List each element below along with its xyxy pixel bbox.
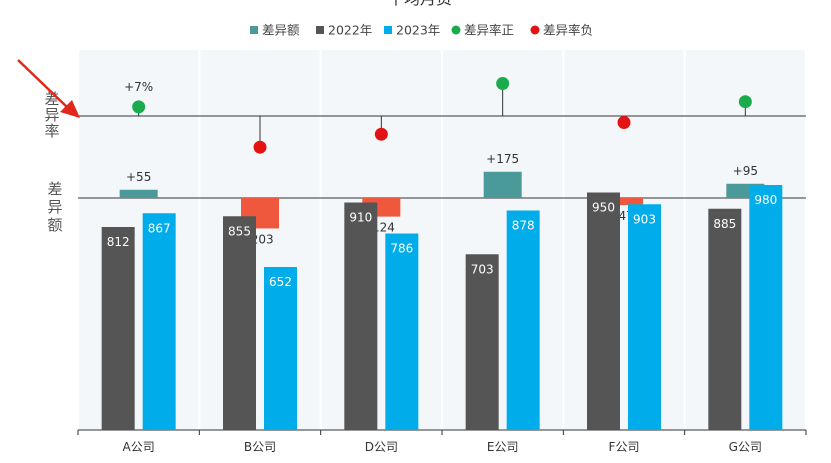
x-tick-label-cat-2: B公司 bbox=[244, 440, 276, 454]
legend: 差异额 2022年 2023年 差异率正 差异率负 bbox=[250, 23, 593, 38]
x-tick-label-cat-3: D公司 bbox=[365, 440, 398, 454]
difference-bar-cat-1 bbox=[119, 189, 158, 198]
yearly-bars-layer: 812 867 855 652 910 786 703 878 950 903 885 980 bbox=[101, 185, 783, 430]
rate-label-cat-1: +7% bbox=[124, 80, 153, 94]
arrow-shaft bbox=[17, 59, 69, 109]
bar-2022-cat-4 bbox=[465, 254, 499, 430]
amount-side-label-char-3: 额 bbox=[47, 216, 62, 234]
bar-2023-cat-5 bbox=[628, 204, 661, 430]
rate-dot-cat-2 bbox=[253, 140, 267, 154]
rate-side-label-char-1: 差 bbox=[44, 90, 59, 108]
bar-label-2023-cat-2: 652 bbox=[269, 275, 292, 289]
bar-label-2023-cat-6: 980 bbox=[754, 193, 777, 207]
legend-label-2: 2022年 bbox=[328, 23, 372, 38]
legend-label-4: 差异率正 bbox=[464, 23, 514, 38]
bar-label-2022-cat-5: 950 bbox=[592, 201, 615, 215]
bar-2022-cat-5 bbox=[587, 192, 620, 430]
x-tick-label-cat-4: E公司 bbox=[487, 440, 519, 454]
bar-2023-cat-6 bbox=[749, 185, 783, 430]
legend-swatch-2 bbox=[316, 26, 324, 34]
bar-2023-cat-1 bbox=[142, 213, 176, 430]
bar-label-2023-cat-5: 903 bbox=[633, 212, 656, 226]
category-panels bbox=[79, 50, 805, 430]
x-tick-label-cat-5: F公司 bbox=[609, 440, 640, 454]
panel-cat-3 bbox=[321, 50, 441, 430]
arrow-head bbox=[60, 100, 80, 118]
rate-dot-cat-3 bbox=[374, 127, 388, 141]
difference-label-cat-4: +175 bbox=[486, 152, 519, 166]
bar-2023-cat-2 bbox=[264, 267, 297, 430]
difference-bar-cat-5 bbox=[605, 198, 643, 206]
bar-2022-cat-6 bbox=[708, 208, 742, 430]
x-tick-label-cat-6: G公司 bbox=[729, 440, 762, 454]
red-arrow-annotation bbox=[17, 59, 80, 118]
amount-side-label-char-2: 异 bbox=[47, 198, 62, 216]
bar-2023-cat-4 bbox=[506, 210, 540, 430]
difference-label-cat-6: +95 bbox=[733, 164, 758, 178]
bar-2022-cat-3 bbox=[344, 202, 378, 430]
difference-label-cat-1: +55 bbox=[126, 170, 151, 184]
rate-dot-cat-4 bbox=[496, 77, 510, 90]
bar-label-2022-cat-6: 885 bbox=[713, 217, 736, 231]
bar-label-2022-cat-3: 910 bbox=[349, 211, 372, 225]
bar-label-2022-cat-4: 703 bbox=[471, 262, 494, 276]
rate-dot-cat-6 bbox=[738, 95, 752, 109]
rate-dot-cat-1 bbox=[132, 100, 146, 114]
chart-title: 平均月资 bbox=[388, 0, 452, 8]
bar-label-2023-cat-3: 786 bbox=[390, 242, 413, 256]
rate-side-label-char-2: 异 bbox=[44, 106, 59, 124]
legend-swatch-3 bbox=[384, 26, 392, 34]
difference-rate-layer: +7% bbox=[124, 77, 752, 154]
rate-side-label-char-3: 率 bbox=[44, 122, 59, 140]
bar-2023-cat-3 bbox=[385, 233, 419, 430]
legend-swatch-1 bbox=[250, 26, 258, 34]
x-axis: A公司 B公司 D公司 E公司 F公司 G公司 bbox=[77, 430, 807, 454]
bar-2022-cat-1 bbox=[101, 227, 135, 430]
amount-side-label-char-1: 差 bbox=[47, 180, 62, 198]
bar-2022-cat-2 bbox=[223, 216, 256, 430]
legend-label-3: 2023年 bbox=[396, 23, 440, 38]
difference-bar-cat-4 bbox=[483, 171, 522, 198]
panel-cat-5 bbox=[564, 50, 684, 430]
rate-dot-cat-5 bbox=[617, 116, 631, 129]
x-tick-label-cat-1: A公司 bbox=[123, 440, 155, 454]
legend-label-5: 差异率负 bbox=[543, 23, 593, 38]
bar-label-2023-cat-1: 867 bbox=[148, 221, 171, 235]
legend-swatch-5 bbox=[530, 25, 540, 35]
legend-swatch-4 bbox=[451, 25, 461, 35]
panel-cat-2 bbox=[200, 50, 320, 430]
legend-label-1: 差异额 bbox=[262, 23, 300, 38]
bar-label-2022-cat-1: 812 bbox=[107, 235, 130, 249]
bar-label-2023-cat-4: 878 bbox=[512, 219, 535, 233]
bar-label-2022-cat-2: 855 bbox=[228, 224, 251, 238]
